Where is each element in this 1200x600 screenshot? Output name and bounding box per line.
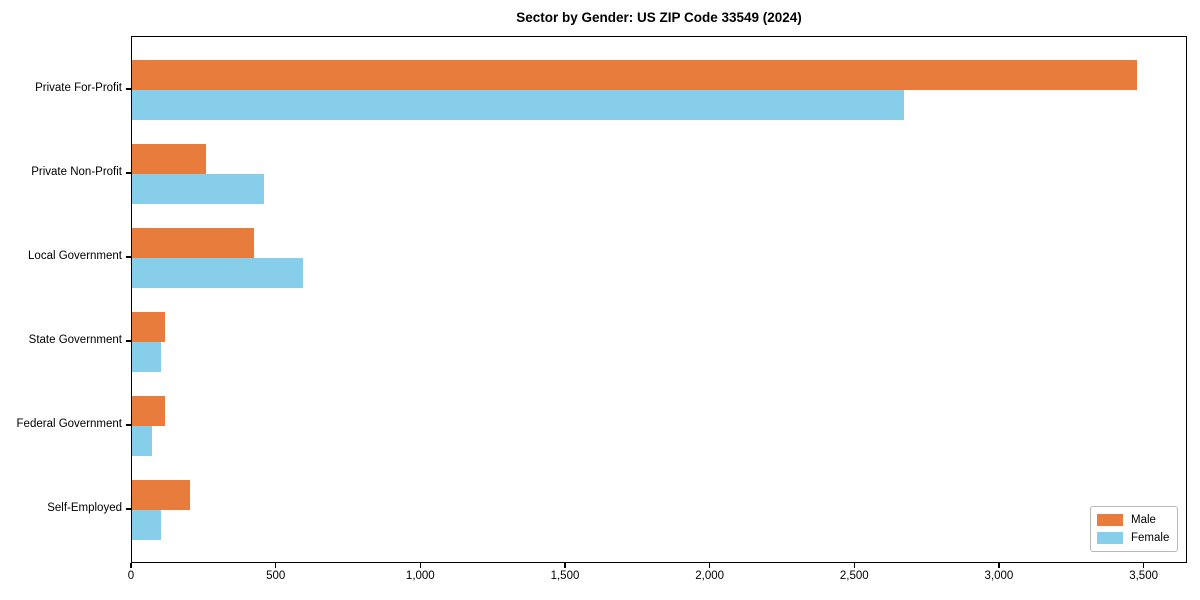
- legend-label-male: Male: [1131, 514, 1156, 526]
- y-tick-label-private-non-profit: Private Non-Profit: [31, 166, 122, 178]
- legend-entry-male: Male: [1097, 513, 1171, 527]
- y-tick-mark: [126, 508, 131, 510]
- x-tick-mark: [130, 563, 132, 568]
- bar-male-local-government: [132, 228, 254, 258]
- x-tick-label-1-000: 1,000: [405, 570, 435, 582]
- x-tick-label-3-500: 3,500: [1129, 570, 1158, 582]
- chart-title: Sector by Gender: US ZIP Code 33549 (202…: [516, 10, 802, 25]
- y-tick-mark: [126, 88, 131, 90]
- y-tick-label-local-government: Local Government: [28, 250, 122, 262]
- legend-swatch-female: [1097, 532, 1123, 544]
- bar-female-private-for-profit: [132, 90, 905, 120]
- bar-male-state-government: [132, 312, 166, 342]
- bar-female-state-government: [132, 342, 161, 372]
- y-tick-label-self-employed: Self-Employed: [47, 502, 122, 514]
- bar-male-private-non-profit: [132, 144, 206, 174]
- bar-male-private-for-profit: [132, 60, 1138, 90]
- x-tick-mark: [853, 563, 855, 568]
- bar-female-self-employed: [132, 510, 161, 540]
- bar-male-self-employed: [132, 480, 190, 510]
- x-tick-mark: [564, 563, 566, 568]
- x-tick-mark: [1142, 563, 1145, 568]
- legend-label-female: Female: [1131, 532, 1170, 544]
- x-tick-label-0: 0: [127, 570, 135, 582]
- bar-female-private-non-profit: [132, 174, 264, 204]
- legend: Male Female: [1090, 506, 1178, 552]
- x-tick-label-2-500: 2,500: [839, 570, 869, 582]
- x-tick-label-3-000: 3,000: [984, 570, 1014, 582]
- x-tick-mark: [708, 563, 711, 568]
- x-tick-mark: [274, 563, 277, 568]
- y-tick-mark: [126, 172, 131, 174]
- x-tick-label-2-000: 2,000: [695, 570, 725, 582]
- y-tick-mark: [126, 340, 131, 342]
- x-tick-label-1-500: 1,500: [550, 570, 580, 582]
- legend-swatch-male: [1097, 514, 1123, 526]
- bar-female-local-government: [132, 258, 303, 288]
- legend-entry-female: Female: [1097, 531, 1171, 545]
- y-tick-label-federal-government: Federal Government: [16, 418, 122, 430]
- y-tick-mark: [126, 256, 131, 258]
- bar-female-federal-government: [132, 426, 153, 456]
- plot-area: [131, 36, 1187, 563]
- x-tick-mark: [998, 563, 1000, 568]
- y-tick-mark: [126, 424, 131, 426]
- bar-male-federal-government: [132, 396, 166, 426]
- y-tick-label-private-for-profit: Private For-Profit: [35, 82, 122, 94]
- x-tick-label-500: 500: [266, 570, 286, 582]
- y-tick-label-state-government: State Government: [28, 334, 122, 346]
- x-tick-mark: [419, 563, 421, 568]
